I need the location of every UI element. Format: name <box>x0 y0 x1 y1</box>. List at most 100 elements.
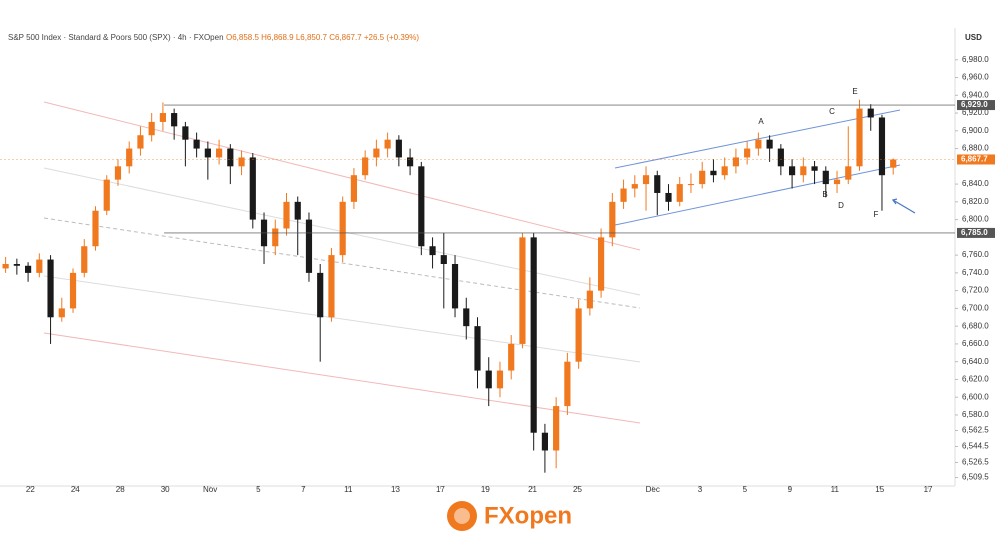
channel-line <box>614 164 901 226</box>
x-tick-label: 11 <box>831 485 840 494</box>
drawings <box>43 101 916 424</box>
candle-body <box>732 157 740 167</box>
candle-body <box>328 255 335 318</box>
candle-body <box>294 201 301 220</box>
candle-body <box>204 148 211 158</box>
x-tick-label: Nov <box>203 485 217 494</box>
y-tick-label: 6,760.0 <box>962 250 989 259</box>
y-tick-label: 6,620.0 <box>962 375 989 384</box>
candle-body <box>103 179 110 211</box>
candle-body <box>81 246 88 273</box>
logo-text: FXopen <box>484 502 572 529</box>
annotation: B <box>822 190 827 199</box>
candle-body <box>519 237 526 344</box>
candle-body <box>541 432 549 451</box>
x-tick-label: Dec <box>646 485 660 494</box>
candle-body <box>159 113 167 122</box>
y-tick-label: 6,544.5 <box>962 442 989 451</box>
channel-line <box>43 275 641 363</box>
candle-body <box>833 179 841 185</box>
candle-body <box>362 157 369 176</box>
channel-line <box>43 217 641 309</box>
candle-body <box>530 237 537 433</box>
x-tick-label: 28 <box>116 485 125 494</box>
candle-body <box>215 148 223 158</box>
candle-body <box>721 166 728 176</box>
x-tick-label: 5 <box>256 485 261 494</box>
y-tick-label: 6,580.0 <box>962 410 989 419</box>
y-tick-label: 6,820.0 <box>962 197 989 206</box>
candle-body <box>350 175 358 202</box>
candle-body <box>676 184 683 202</box>
candle-body <box>586 290 593 309</box>
candle-body <box>642 175 650 185</box>
candle-body <box>800 166 807 176</box>
candle-body <box>564 361 571 407</box>
channel-line <box>43 332 641 424</box>
candle-body <box>856 108 863 167</box>
arrow <box>892 199 916 214</box>
candle-body <box>620 188 627 202</box>
candle-body <box>788 166 796 176</box>
y-tick-label: 6,680.0 <box>962 321 989 330</box>
candle-body <box>665 192 672 202</box>
candle-body <box>474 326 481 371</box>
x-tick-label: 3 <box>698 485 703 494</box>
x-tick-label: 17 <box>436 485 445 494</box>
y-tick-label: 6,700.0 <box>962 304 989 313</box>
y-tick-label: 6,720.0 <box>962 286 989 295</box>
candle-body <box>654 175 661 193</box>
candle-body <box>69 272 77 309</box>
logo-icon <box>454 508 470 524</box>
candle-body <box>508 343 515 371</box>
candle-body <box>58 308 65 318</box>
channel-line <box>614 109 901 169</box>
candle-body <box>597 237 605 291</box>
y-tick-label: 6,600.0 <box>962 392 989 401</box>
candle-body <box>766 139 773 149</box>
candle-body <box>227 148 234 167</box>
currency: USD <box>965 33 982 42</box>
candle-body <box>890 159 897 168</box>
candle-body <box>193 139 200 149</box>
candle-body <box>24 265 32 273</box>
candle-body <box>631 184 638 189</box>
candle-body <box>406 157 414 167</box>
candle-body <box>429 246 436 256</box>
annotation: C <box>829 107 835 116</box>
x-tick-label: 25 <box>573 485 582 494</box>
candle-body <box>463 308 470 327</box>
candle-body <box>126 148 133 167</box>
candle-body <box>845 166 852 180</box>
candle-body <box>609 201 616 238</box>
level-label: 6,867.7 <box>961 155 988 164</box>
x-tick-label: 30 <box>161 485 170 494</box>
x-tick-label: 7 <box>301 485 306 494</box>
annotation: D <box>838 201 844 210</box>
level-label: 6,929.0 <box>961 100 988 109</box>
annotation: E <box>852 87 857 96</box>
candle-body <box>171 113 178 127</box>
candle-body <box>699 170 706 185</box>
candle-body <box>710 170 717 176</box>
candle-body <box>687 184 695 186</box>
candle-body <box>305 219 313 273</box>
candle-body <box>182 126 189 140</box>
candle-body <box>867 108 874 118</box>
y-tick-label: 6,960.0 <box>962 73 989 82</box>
candle-body <box>47 259 54 318</box>
level-label-bg <box>957 227 995 238</box>
y-tick-label: 6,640.0 <box>962 357 989 366</box>
y-tick-label: 6,980.0 <box>962 55 989 64</box>
level-label-bg <box>957 154 995 165</box>
candle-body <box>13 264 20 266</box>
candle-body <box>755 139 762 149</box>
y-tick-label: 6,660.0 <box>962 339 989 348</box>
y-tick-label: 6,526.5 <box>962 458 989 467</box>
y-tick-label: 6,880.0 <box>962 144 989 153</box>
y-tick-label: 6,562.5 <box>962 426 989 435</box>
x-tick-label: 22 <box>26 485 35 494</box>
candle-body <box>822 170 829 185</box>
x-tick-label: 15 <box>875 485 884 494</box>
